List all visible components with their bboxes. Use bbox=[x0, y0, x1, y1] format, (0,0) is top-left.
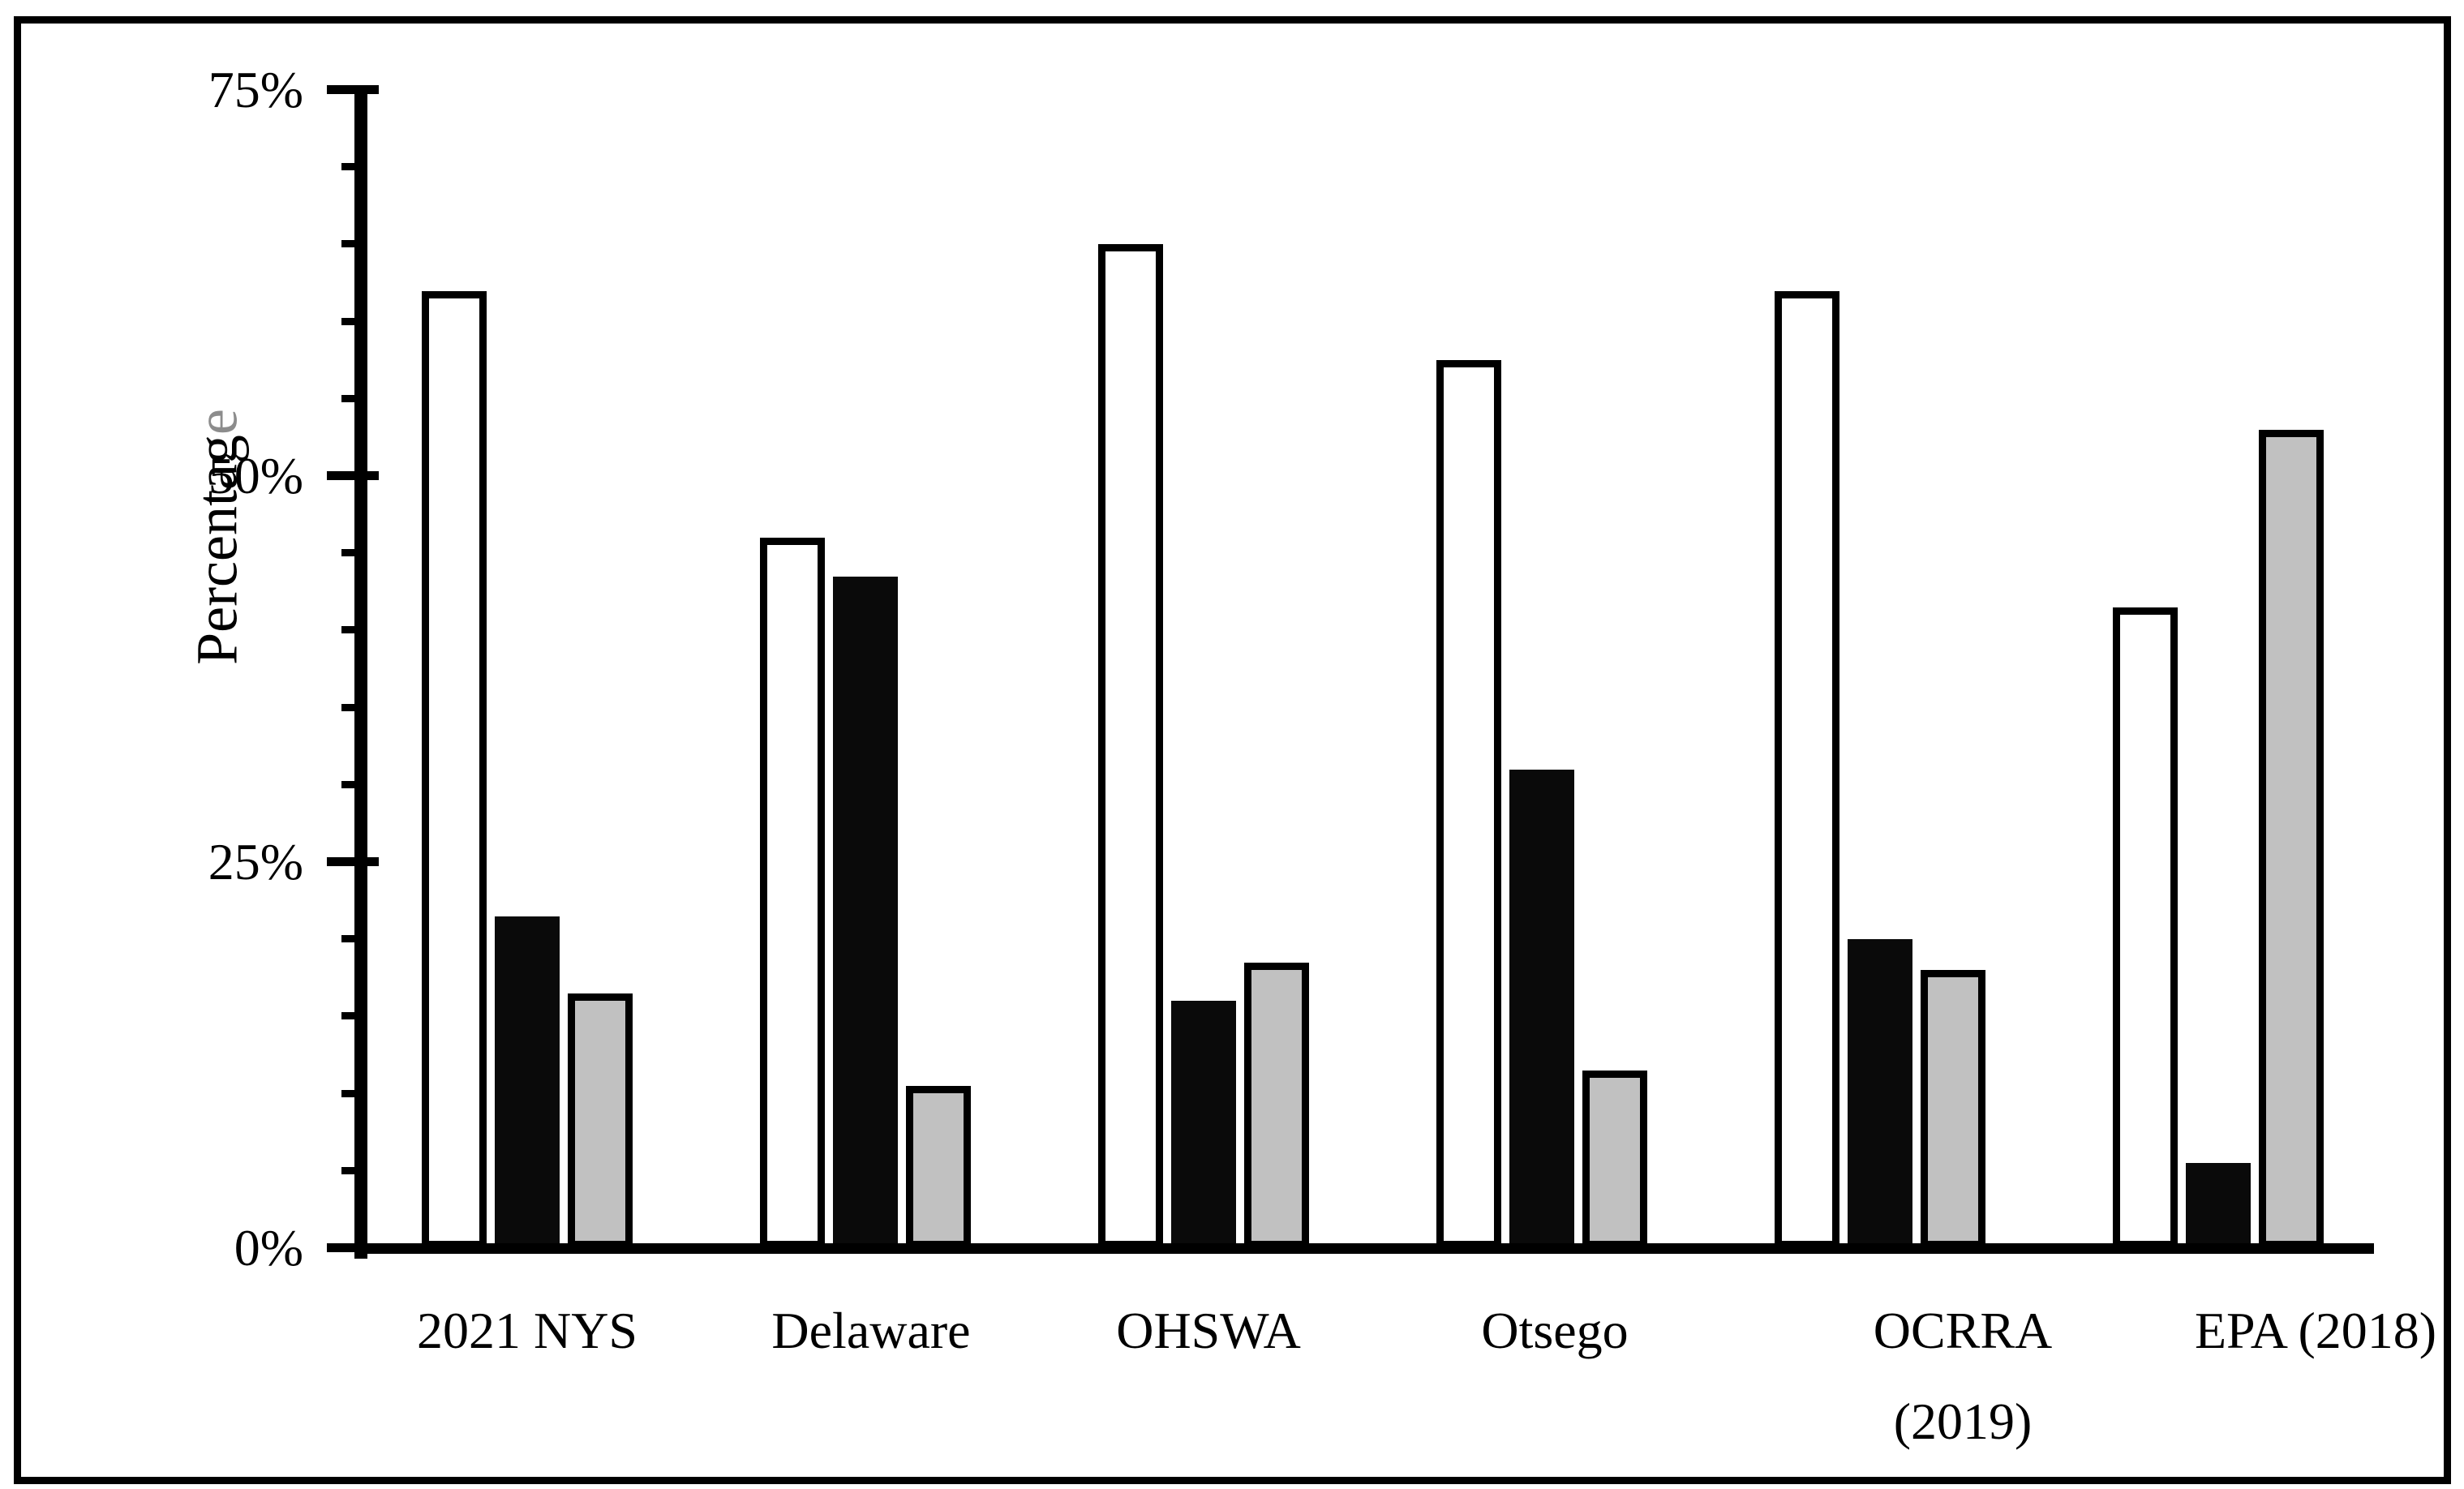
y-axis-minor-tick bbox=[341, 394, 367, 402]
bar-gray-bars-delaware bbox=[906, 1086, 971, 1248]
y-axis-tick-label: 0% bbox=[234, 1219, 303, 1277]
x-axis-category-label-line: Otsego bbox=[1481, 1302, 1629, 1359]
x-axis-category-label-line: Delaware bbox=[771, 1302, 971, 1359]
y-axis-minor-tick bbox=[341, 1012, 367, 1020]
x-axis-category-label-line: OCRRA bbox=[1873, 1302, 2053, 1359]
y-axis-minor-tick bbox=[341, 317, 367, 325]
y-axis-tick-label: 75% bbox=[208, 61, 303, 118]
y-axis-tick-label: 50% bbox=[208, 447, 303, 504]
x-axis-category-label: OHSWA bbox=[981, 1285, 1436, 1376]
x-axis-category-label: OCRRA (2019) bbox=[1736, 1285, 2190, 1467]
bar-gray-bars-ocrra-2019- bbox=[1921, 970, 1985, 1248]
bar-black-bars-otsego bbox=[1509, 770, 1574, 1248]
bar-white-bars-ocrra-2019- bbox=[1775, 291, 1839, 1248]
x-axis-category-label: EPA (2018) bbox=[2088, 1285, 2464, 1376]
x-axis-category-label-line: (2019) bbox=[1893, 1392, 2033, 1450]
y-axis-minor-tick bbox=[341, 1089, 367, 1097]
y-axis-minor-tick bbox=[341, 935, 367, 943]
bar-white-bars-ohswa bbox=[1098, 244, 1163, 1248]
bar-white-bars-2021-nys bbox=[422, 291, 487, 1248]
y-axis-major-tick bbox=[327, 857, 379, 866]
x-axis-category-label: Otsego bbox=[1328, 1285, 1782, 1376]
bar-black-bars-delaware bbox=[833, 577, 898, 1248]
x-axis-category-label-line: EPA (2018) bbox=[2194, 1302, 2437, 1359]
bar-white-bars-otsego bbox=[1436, 360, 1501, 1248]
y-axis-major-tick bbox=[327, 85, 379, 94]
bar-black-bars-ocrra-2019- bbox=[1848, 939, 1912, 1248]
y-axis-minor-tick bbox=[341, 626, 367, 634]
bar-black-bars-ohswa bbox=[1171, 1001, 1236, 1248]
x-axis-category-label-line: 2021 NYS bbox=[416, 1302, 638, 1359]
x-axis-line bbox=[354, 1243, 2374, 1254]
bar-gray-bars-otsego bbox=[1582, 1071, 1647, 1248]
bar-gray-bars-epa-2018- bbox=[2259, 430, 2324, 1248]
bar-gray-bars-ohswa bbox=[1244, 963, 1309, 1248]
y-axis-minor-tick bbox=[341, 163, 367, 171]
y-axis-major-tick bbox=[327, 1243, 379, 1252]
bar-white-bars-epa-2018- bbox=[2113, 607, 2178, 1248]
y-axis-minor-tick bbox=[341, 240, 367, 248]
y-axis-minor-tick bbox=[341, 703, 367, 711]
bar-white-bars-delaware bbox=[760, 538, 825, 1248]
y-axis-minor-tick bbox=[341, 780, 367, 788]
bar-black-bars-2021-nys bbox=[495, 916, 560, 1248]
x-axis-category-label: Delaware bbox=[644, 1285, 1098, 1376]
bar-black-bars-epa-2018- bbox=[2186, 1163, 2251, 1248]
y-axis-major-tick bbox=[327, 471, 379, 480]
x-axis-category-label-line: OHSWA bbox=[1116, 1302, 1301, 1359]
y-axis-line bbox=[354, 86, 367, 1259]
y-axis-title-tail: e bbox=[184, 409, 250, 436]
y-axis-minor-tick bbox=[341, 549, 367, 557]
figure-border bbox=[14, 16, 2451, 1484]
x-axis-category-label: 2021 NYS bbox=[300, 1285, 754, 1376]
y-axis-minor-tick bbox=[341, 1166, 367, 1174]
y-axis-tick-label: 25% bbox=[208, 833, 303, 890]
bar-gray-bars-2021-nys bbox=[568, 993, 633, 1248]
